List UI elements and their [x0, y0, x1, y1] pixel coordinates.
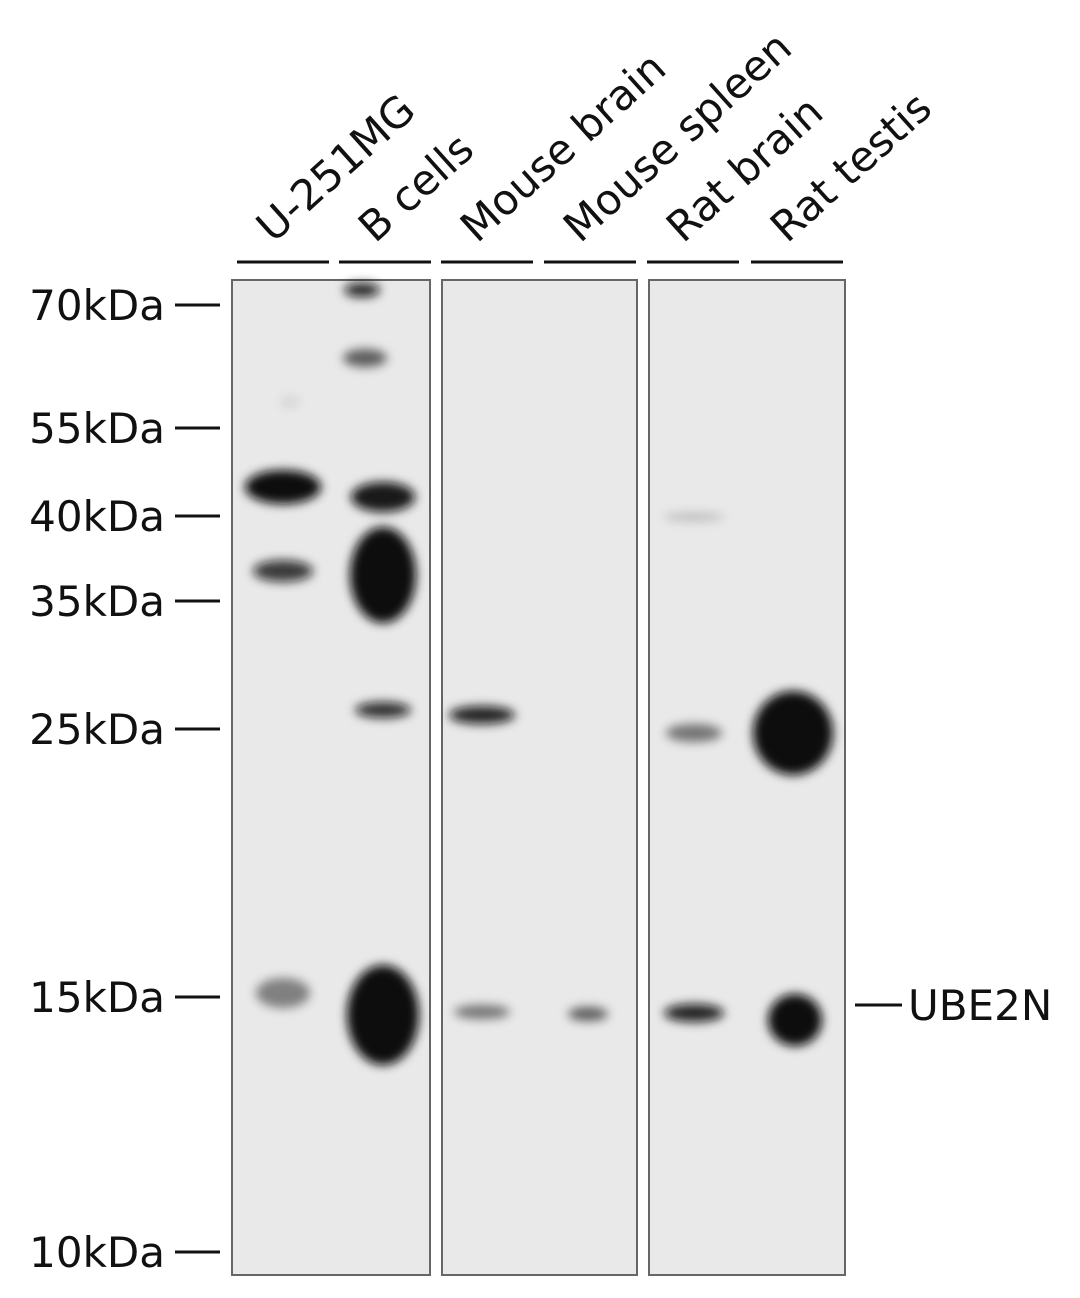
band [664, 1004, 724, 1022]
band [454, 1005, 510, 1019]
marker-label: 55kDa [29, 404, 165, 453]
panel [648, 279, 846, 1276]
marker-label: 10kDa [29, 1228, 165, 1277]
panel [441, 279, 638, 1276]
bands [245, 283, 833, 1065]
band [256, 978, 310, 1008]
band [344, 283, 380, 297]
marker-label: 35kDa [29, 577, 165, 626]
band [768, 994, 822, 1046]
band [253, 560, 313, 582]
band [343, 349, 387, 367]
target-label: UBE2N [908, 981, 1052, 1030]
band [355, 702, 411, 718]
marker-label: 15kDa [29, 973, 165, 1022]
membrane-panels [231, 279, 846, 1276]
band [568, 1007, 608, 1021]
band [666, 724, 722, 742]
band [351, 482, 415, 512]
band [350, 527, 416, 623]
marker-labels: 70kDa 55kDa 40kDa 35kDa 25kDa 15kDa 10kDa [29, 281, 220, 1277]
marker-label: 25kDa [29, 705, 165, 754]
band [449, 706, 515, 724]
marker-label: 40kDa [29, 492, 165, 541]
band [664, 513, 724, 521]
panel [231, 279, 431, 1276]
band [245, 470, 321, 504]
band [280, 396, 300, 408]
band [347, 965, 419, 1065]
marker-label: 70kDa [29, 281, 165, 330]
band [753, 691, 833, 775]
